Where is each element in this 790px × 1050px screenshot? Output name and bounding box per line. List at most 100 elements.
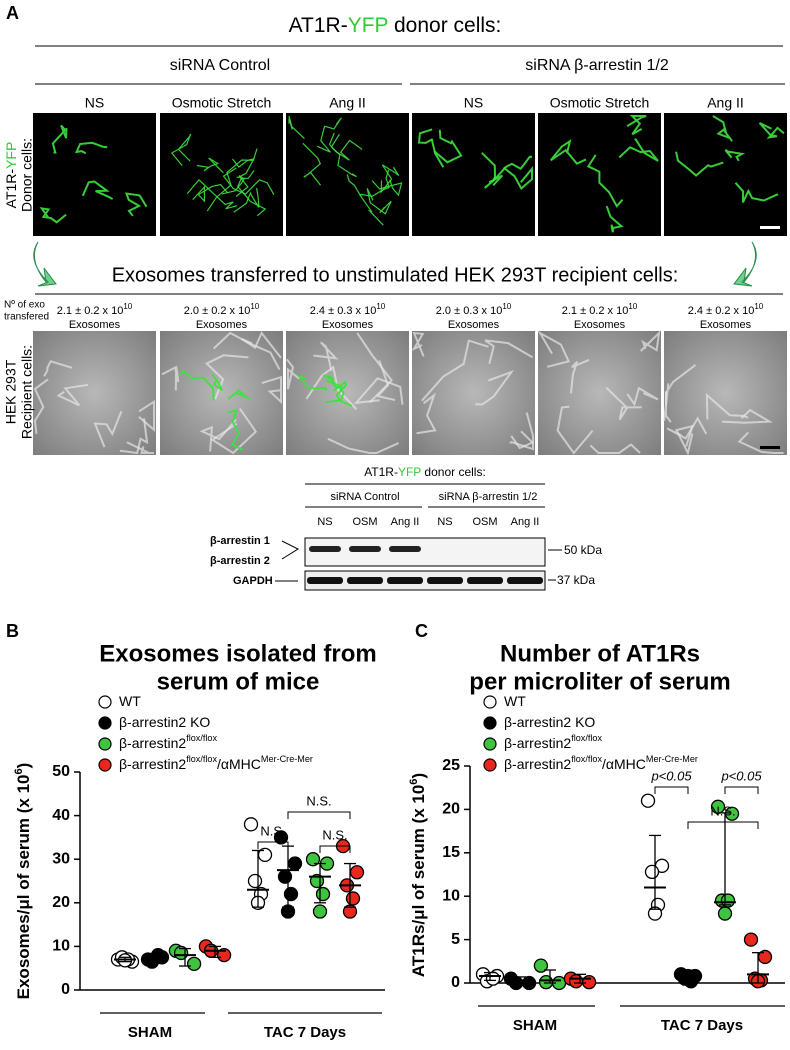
chart-title: per microliter of serum xyxy=(469,668,730,695)
yfp-signal xyxy=(178,369,215,401)
exo-count-exponent: 10 xyxy=(123,302,132,311)
cell-edge xyxy=(537,330,571,368)
row-label-line: AT1R-YFP xyxy=(3,142,19,209)
fluorescence-image xyxy=(33,113,156,236)
data-point xyxy=(186,956,202,971)
exo-count-value: 2.0 ± 0.2 x 10 xyxy=(184,305,251,317)
significance-bracket xyxy=(724,786,759,794)
brightfield-image xyxy=(286,331,409,455)
data-point xyxy=(312,904,328,919)
legend-label-part: flox/flox xyxy=(571,733,602,743)
y-axis-title-part: Exosomes/μl of serum (x 10 xyxy=(14,774,33,999)
y-axis-title-part: AT1Rs/μl of serum (x 10 xyxy=(409,785,428,977)
band-label: β-arrestin 2 xyxy=(210,555,270,567)
cell-outline xyxy=(196,157,224,174)
row-label-line: Recipient cells: xyxy=(19,345,35,439)
group-label: siRNA β-arrestin 1/2 xyxy=(525,57,669,74)
cell-edge xyxy=(626,386,659,407)
legend-label: WT xyxy=(504,693,526,709)
cell-outline xyxy=(371,179,403,197)
fluorescence-image xyxy=(160,113,283,236)
data-point xyxy=(247,873,263,889)
legend-marker xyxy=(483,758,497,772)
band-label: β-arrestin 1 xyxy=(210,535,270,547)
significance-bracket xyxy=(287,811,351,819)
legend-label: β-arrestin2 KO xyxy=(504,714,595,730)
exo-count-unit: Exosomes xyxy=(700,319,752,331)
significance-label: N.S. xyxy=(260,823,285,838)
cell-edge xyxy=(356,332,393,404)
condition-label: Ang II xyxy=(329,95,366,111)
brightfield-image xyxy=(412,331,535,455)
cell-edge xyxy=(212,331,281,370)
legend-label-part: flox/flox xyxy=(186,733,217,743)
exo-count-exponent: 10 xyxy=(376,302,385,311)
cell-edge xyxy=(484,339,534,364)
cell-edge xyxy=(327,437,399,454)
panel-label: C xyxy=(415,621,428,641)
blot-lane: NS xyxy=(437,516,452,528)
cell-edge xyxy=(119,418,149,455)
data-point xyxy=(345,891,361,906)
condition-label: Ang II xyxy=(707,95,744,111)
cell-outline xyxy=(186,179,238,210)
cell-edge xyxy=(666,416,708,440)
exo-count-exponent: 10 xyxy=(250,302,259,311)
chart-title: Number of AT1Rs xyxy=(500,640,700,667)
band-label: GAPDH xyxy=(233,575,273,587)
row-label: HEK 293T Recipient cells: xyxy=(3,345,35,439)
cell-edge xyxy=(161,365,180,391)
data-point xyxy=(243,817,259,832)
cell-outline xyxy=(170,133,192,167)
cell-outline xyxy=(346,174,384,226)
exo-count-unit: Exosomes xyxy=(574,319,626,331)
y-axis-title: Exosomes/μl of serum (x 106) xyxy=(13,763,34,1000)
data-point xyxy=(581,974,597,990)
significance-label: N.S. xyxy=(710,803,735,818)
data-point xyxy=(305,852,321,867)
x-category-label: SHAM xyxy=(513,1017,557,1034)
arrow xyxy=(33,241,57,287)
blot-lane: Ang II xyxy=(511,516,540,528)
cell-edge xyxy=(93,410,123,448)
exo-count: 2.1 ± 0.2 x 1010 xyxy=(57,302,133,317)
cell-edge xyxy=(737,431,784,454)
legend-marker xyxy=(483,737,497,751)
blot-title-part: AT1R- xyxy=(364,465,398,479)
blot-band xyxy=(507,577,543,584)
blot-title-part: donor cells: xyxy=(421,465,486,479)
x-category-label: TAC 7 Days xyxy=(661,1017,743,1034)
blot-band xyxy=(309,546,341,552)
cell-outline xyxy=(302,142,322,186)
scale-bar xyxy=(760,226,780,229)
y-axis-label: AT1Rs/μl of serum (x 106) xyxy=(408,773,429,977)
blot-lane: OSM xyxy=(352,516,377,528)
exo-count-value: 2.0 ± 0.3 x 10 xyxy=(436,305,503,317)
cell-outline xyxy=(51,124,68,154)
y-axis-title-part: ) xyxy=(409,773,428,779)
cell-edge xyxy=(663,391,672,423)
data-point xyxy=(349,865,365,880)
cell-edge xyxy=(605,386,642,421)
data-point xyxy=(216,947,232,963)
cell-outline xyxy=(233,187,260,213)
y-tick-label: 0 xyxy=(451,974,460,991)
marker-label: 37 kDa xyxy=(557,573,595,587)
exo-count-exponent: 10 xyxy=(502,302,511,311)
y-axis-title-part: 6 xyxy=(13,768,25,774)
legend-label: β-arrestin2 KO xyxy=(119,714,210,730)
y-tick-label: 20 xyxy=(442,801,460,818)
exo-count-value: 2.4 ± 0.2 x 10 xyxy=(688,305,755,317)
legend-label: β-arrestin2flox/flox/αMHCMer-Cre-Mer xyxy=(504,754,698,771)
exo-count-value: 2.1 ± 0.2 x 10 xyxy=(57,305,124,317)
cell-edge xyxy=(570,358,590,394)
blot-title-part: YFP xyxy=(398,465,421,479)
blot-group: siRNA Control xyxy=(330,491,399,503)
cell-edge xyxy=(33,378,49,434)
blot-band xyxy=(387,577,423,584)
blot-membrane xyxy=(304,570,546,591)
cell-edge xyxy=(313,341,339,372)
y-tick-label: 0 xyxy=(61,981,70,998)
legend-label: β-arrestin2flox/flox/αMHCMer-Cre-Mer xyxy=(119,754,313,771)
panel-title-part: donor cells: xyxy=(388,14,501,37)
